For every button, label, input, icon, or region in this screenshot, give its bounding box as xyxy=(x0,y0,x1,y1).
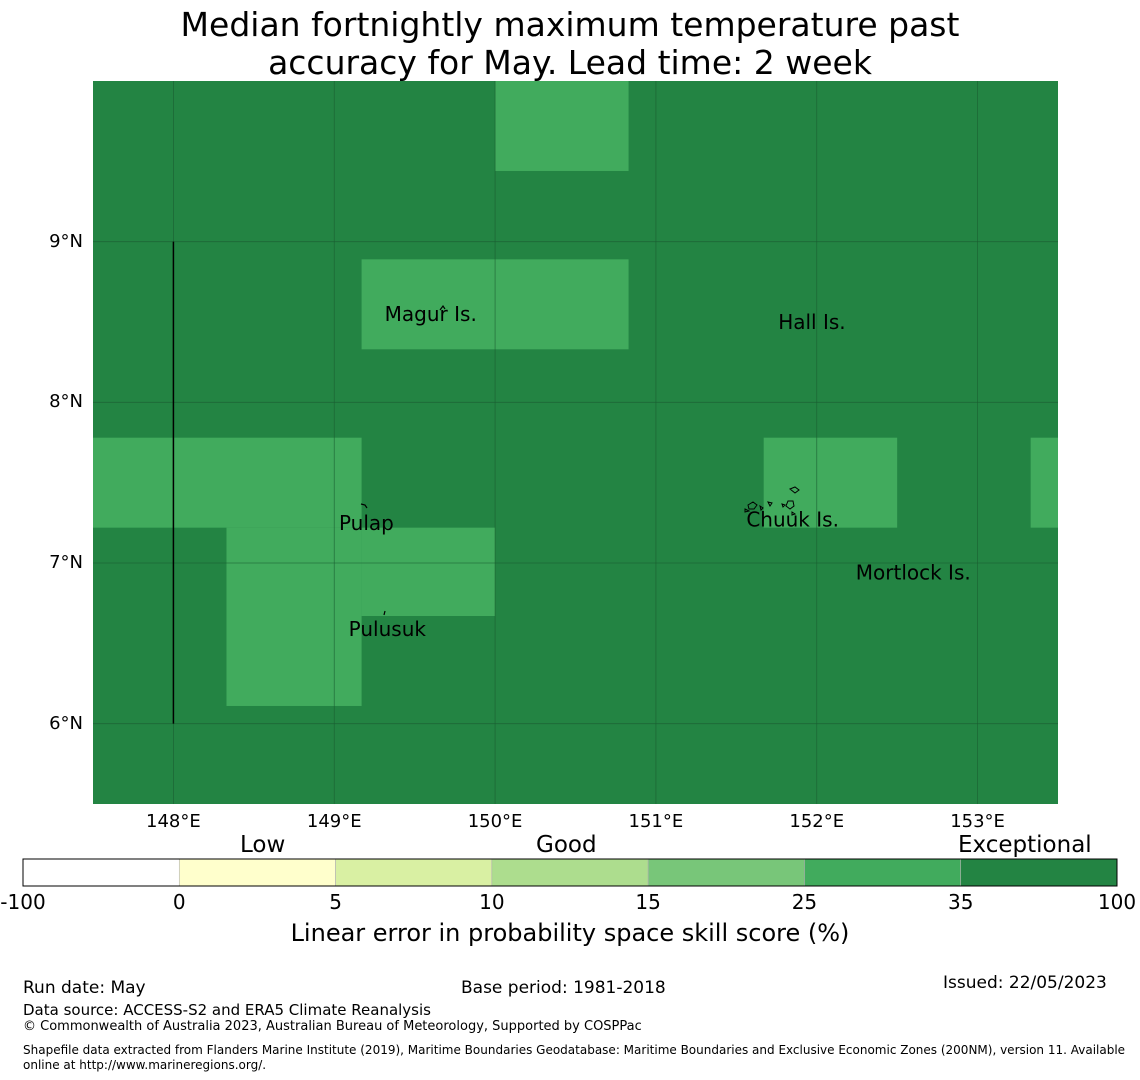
base-period: Base period: 1981-2018 xyxy=(461,978,666,998)
latitude-tick-label: 9°N xyxy=(49,230,83,252)
longitude-tick-label: 153°E xyxy=(950,811,1005,832)
shapefile-credit-line-2: online at http://www.marineregions.org/. xyxy=(23,1058,267,1072)
latitude-tick-label: 8°N xyxy=(49,391,83,413)
skill-cell xyxy=(763,437,898,528)
chuuk-atoll-outline xyxy=(744,486,800,516)
longitude-tick-label: 152°E xyxy=(789,811,845,832)
pulap-island-outline xyxy=(360,503,368,509)
magur-island-outline xyxy=(439,304,446,311)
latitude-tick-label: 7°N xyxy=(49,552,83,573)
place-label: Magur Is. xyxy=(385,302,477,326)
gridlines xyxy=(93,81,1058,804)
place-label: Pulap xyxy=(339,511,394,535)
shapefile-credit-line-1: Shapefile data extracted from Flanders M… xyxy=(23,1043,1126,1057)
colorbar-category-low: Low xyxy=(240,832,286,858)
island-outlines xyxy=(360,304,800,616)
colorbar-segment xyxy=(22,858,180,887)
pulusuk-island-outline xyxy=(383,610,386,616)
run-date: Run date: May xyxy=(23,978,146,998)
map-title-line-1: Median fortnightly maximum temperature p… xyxy=(180,5,960,44)
data-source: Data source: ACCESS-S2 and ERA5 Climate … xyxy=(23,1001,431,1019)
colorbar-tick-label: 10 xyxy=(479,890,505,914)
colorbar xyxy=(22,858,1118,887)
colorbar-segment xyxy=(178,858,336,887)
place-label: Mortlock Is. xyxy=(856,561,971,585)
colorbar-segment xyxy=(647,858,805,887)
longitude-tick-label: 150°E xyxy=(467,811,523,832)
colorbar-title: Linear error in probability space skill … xyxy=(290,919,850,947)
colorbar-segment xyxy=(335,858,493,887)
place-label: Pulusuk xyxy=(349,617,427,641)
colorbar-segment xyxy=(491,858,649,887)
colorbar-tick-label: 25 xyxy=(791,890,818,914)
copyright: © Commonwealth of Australia 2023, Austra… xyxy=(23,1019,642,1034)
skill-cell xyxy=(93,437,362,528)
skill-cell xyxy=(1030,437,1058,528)
colorbar-tick-label: 15 xyxy=(635,890,661,914)
longitude-tick-label: 148°E xyxy=(146,811,201,832)
place-label: Hall Is. xyxy=(778,310,845,334)
skill-cell xyxy=(226,527,362,706)
colorbar-tick-label: -100 xyxy=(0,890,46,914)
skill-cell xyxy=(361,527,496,617)
colorbar-tick-label: 0 xyxy=(172,890,186,914)
colorbar-tick-label: 35 xyxy=(947,890,974,914)
colorbar-category-good: Good xyxy=(536,832,597,858)
skill-cell xyxy=(495,81,629,171)
place-labels: Magur Is. Hall Is. Pulap Chuuk Is. Mortlock … xyxy=(339,302,971,641)
skill-cells xyxy=(93,81,1058,804)
colorbar-segment xyxy=(804,858,962,887)
longitude-tick-label: 151°E xyxy=(628,811,684,832)
map-title-line-2: accuracy for May. Lead time: 2 week xyxy=(268,43,872,82)
colorbar-segment xyxy=(960,858,1118,887)
latitude-tick-label: 6°N xyxy=(49,712,83,734)
issued-date: Issued: 22/05/2023 xyxy=(943,973,1107,993)
colorbar-tick-label: 5 xyxy=(329,890,342,914)
colorbar-frame xyxy=(22,858,1118,887)
place-label: Chuuk Is. xyxy=(746,508,839,532)
colorbar-tick-label: 100 xyxy=(1097,890,1137,914)
longitude-tick-label: 149°E xyxy=(306,811,362,832)
colorbar-category-exceptional: Exceptional xyxy=(958,832,1092,858)
